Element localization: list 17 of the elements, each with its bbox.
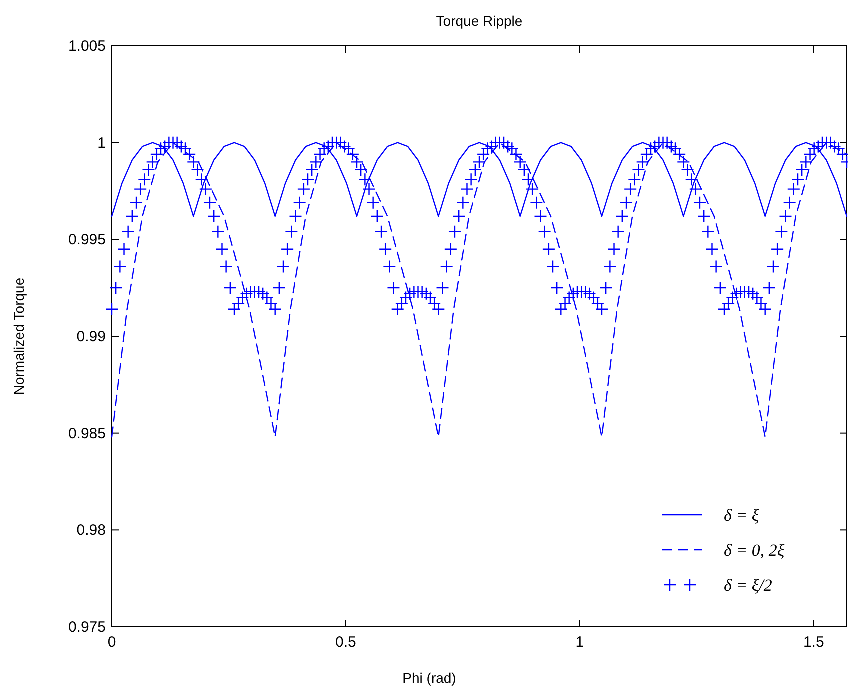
y-tick-label: 0.995	[68, 232, 106, 249]
legend-label: δ = 0, 2ξ	[724, 541, 786, 560]
y-tick-label: 1.005	[68, 38, 106, 55]
y-tick-label: 0.985	[68, 425, 106, 442]
y-tick-label: 0.98	[76, 522, 106, 540]
x-tick-label: 0.5	[336, 634, 356, 651]
y-axis-title: Normalized Torque	[11, 278, 27, 396]
x-tick-label: 1.5	[803, 634, 824, 651]
y-tick-label: 1	[98, 134, 106, 152]
legend-label: δ = ξ	[724, 506, 760, 525]
x-tick-label: 0	[108, 634, 116, 651]
y-tick-label: 0.975	[68, 619, 106, 636]
x-tick-label: 1	[576, 634, 584, 651]
y-tick-label: 0.99	[76, 328, 106, 346]
x-axis-title: Phi (rad)	[402, 670, 456, 686]
legend-label: δ = ξ/2	[724, 576, 773, 595]
chart-title: Torque Ripple	[436, 13, 523, 29]
